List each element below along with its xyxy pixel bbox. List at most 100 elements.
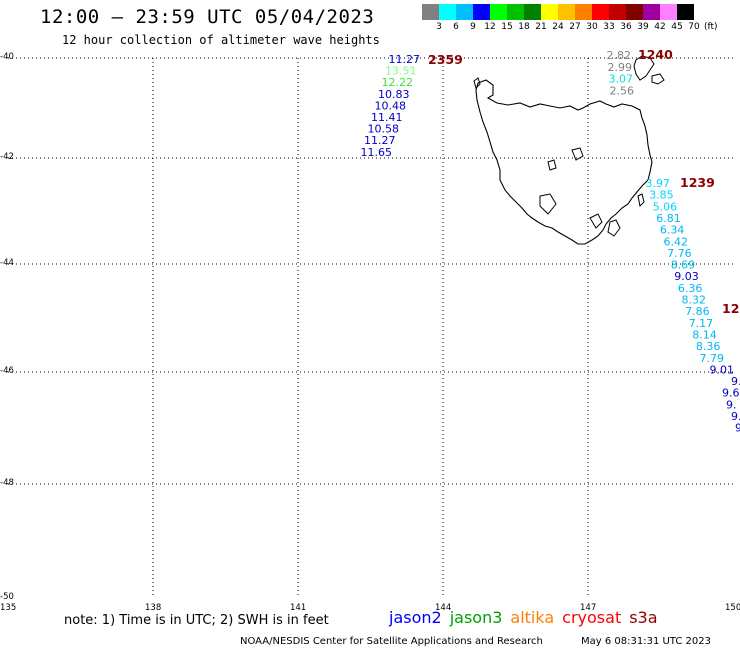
color-scale-tick: 15 (501, 22, 513, 32)
color-scale-swatch (677, 4, 694, 20)
legend-item-s3a: s3a (629, 608, 658, 627)
lake-outline (571, 147, 584, 161)
wave-height-value: 11.65 (361, 146, 393, 159)
color-scale-swatch (541, 4, 558, 20)
longitude-label: 141 (290, 603, 307, 613)
footer-timestamp: May 6 08:31:31 UTC 2023 (581, 636, 711, 647)
color-scale-tick: 21 (535, 22, 547, 32)
color-scale-tick: 45 (671, 22, 683, 32)
wave-height-value: 10.83 (378, 88, 410, 101)
color-scale-unit: (ft) (704, 22, 718, 32)
note-text: note: 1) Time is in UTC; 2) SWH is in fe… (64, 613, 329, 628)
color-scale-tick: 6 (453, 22, 459, 32)
satellite-pass: 12 (722, 301, 739, 316)
bruny-island-outline (607, 219, 621, 237)
satellite-pass: 1240 2.822.993.072.56 (607, 47, 674, 97)
wave-height-value: 8.14 (692, 328, 717, 341)
legend-item-jason2: jason2 (389, 608, 442, 627)
legend-item-cryosat: cryosat (562, 608, 622, 627)
tasmania-coastline (475, 79, 653, 245)
longitude-label: 135 (0, 603, 17, 613)
color-scale-tick: 3 (436, 22, 442, 32)
maria-island-outline (637, 193, 645, 208)
cape-barren-island-outline (651, 73, 665, 85)
color-scale-tick: 30 (586, 22, 598, 32)
color-scale-tick: 42 (654, 22, 666, 32)
color-scale-swatch (643, 4, 660, 20)
color-scale-swatch (507, 4, 524, 20)
legend-item-altika: altika (510, 608, 555, 627)
wave-height-value: 9.01 (710, 363, 735, 376)
color-scale-swatch (609, 4, 626, 20)
wave-height-value: 7.17 (689, 317, 714, 330)
latitude-label: -42 (0, 152, 14, 162)
pass-time-label: 2359 (428, 52, 463, 67)
wave-height-value: 3.97 (646, 177, 671, 190)
map-subtitle: 12 hour collection of altimeter wave hei… (62, 33, 380, 47)
latitude-label: -50 (0, 592, 14, 602)
satellite-legend: jason2 jason3 altika cryosat s3a (389, 608, 666, 627)
color-scale-tick: 36 (620, 22, 632, 32)
pass-time-label: 1239 (680, 175, 715, 190)
latitude-label: -48 (0, 478, 14, 488)
wave-height-value: 12.22 (382, 76, 414, 89)
footer-credit: NOAA/NESDIS Center for Satellite Applica… (240, 636, 543, 647)
color-scale-swatch (660, 4, 677, 20)
wave-height-value: 9. (731, 410, 740, 423)
satellite-passes: 235911.2713.5112.2210.8310.4811.4110.581… (361, 47, 740, 435)
pass-time-label: 12 (722, 301, 739, 316)
wave-height-value: 9.03 (674, 270, 699, 283)
wave-height-value: 11.41 (371, 111, 403, 124)
color-scale-swatch (473, 4, 490, 20)
latitude-label: -46 (0, 366, 14, 376)
wave-height-value: 3.07 (609, 73, 634, 86)
color-scale-swatch (626, 4, 643, 20)
color-scale-tick: 24 (552, 22, 564, 32)
wave-height-value: 2.56 (610, 84, 635, 97)
lake-outline (547, 159, 557, 171)
wave-height-value: 6.36 (678, 282, 703, 295)
wave-height-value: 13.51 (385, 65, 417, 78)
graticule (8, 57, 733, 598)
wave-height-value: 6.42 (664, 235, 689, 248)
color-scale-tick: 9 (470, 22, 476, 32)
wave-height-value: 6.34 (660, 224, 685, 237)
wave-height-value: 10.58 (368, 123, 400, 136)
king-island-outline (473, 77, 481, 89)
flinders-island-outline (633, 55, 655, 81)
wave-height-value: 8.36 (696, 340, 721, 353)
satellite-pass: 1239 3.973.855.066.816.346.427.768.699.03… (646, 175, 740, 435)
color-scale-swatch (422, 4, 439, 20)
color-scale-tick: 33 (603, 22, 615, 32)
longitude-label: 138 (145, 603, 162, 613)
map-title: 12:00 – 23:59 UTC 05/04/2023 (40, 6, 375, 28)
wave-height-value: 6.81 (656, 212, 681, 225)
lake-outline (589, 213, 603, 229)
legend-item-jason3: jason3 (449, 608, 503, 627)
wave-height-value: 3.85 (649, 189, 674, 202)
latitude-label: -40 (0, 52, 14, 62)
lake-outline (539, 193, 557, 215)
wave-height-value: 5.06 (653, 200, 678, 213)
color-scale-tick: 12 (484, 22, 496, 32)
color-scale-swatch (558, 4, 575, 20)
color-scale-swatch (456, 4, 473, 20)
color-scale-swatch (490, 4, 507, 20)
longitude-label: 150 (725, 603, 740, 613)
wave-height-color-scale (422, 4, 694, 20)
color-scale-tick: 18 (518, 22, 530, 32)
wave-height-value: 11.27 (389, 53, 421, 66)
wave-height-value: 10.48 (375, 99, 407, 112)
wave-height-value: 2.82 (607, 49, 632, 62)
wave-height-value: 9.6 (722, 387, 740, 400)
longitude-label: 144 (435, 603, 452, 613)
wave-height-value: 11.27 (364, 134, 396, 147)
color-scale-tick: 70 (688, 22, 700, 32)
color-scale-swatch (524, 4, 541, 20)
color-scale-swatch (592, 4, 609, 20)
color-scale-swatch (439, 4, 456, 20)
wave-height-value: 8.32 (682, 294, 707, 307)
satellite-pass: 235911.2713.5112.2210.8310.4811.4110.581… (361, 52, 463, 159)
